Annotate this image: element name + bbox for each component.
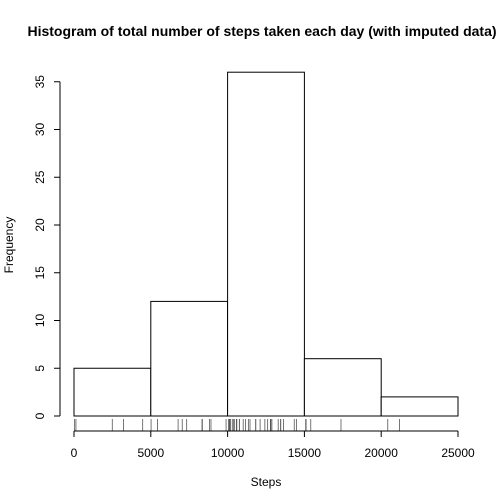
histogram-bar-1 bbox=[73, 367, 152, 417]
y-tick-label: 25 bbox=[33, 170, 47, 184]
y-tick-label: 0 bbox=[33, 412, 47, 419]
x-tick-label: 20000 bbox=[365, 446, 399, 460]
y-tick-label: 30 bbox=[33, 123, 47, 137]
rug-group bbox=[74, 419, 400, 431]
histogram-bar-5 bbox=[380, 396, 459, 417]
x-tick-label: 15000 bbox=[288, 446, 322, 460]
y-tick-label: 35 bbox=[33, 75, 47, 89]
y-tick-label: 20 bbox=[33, 218, 47, 232]
x-axis: 0 5000 10000 15000 20000 25000 bbox=[71, 430, 475, 460]
bars-group bbox=[73, 71, 459, 417]
histogram-bar-2 bbox=[150, 300, 229, 417]
x-tick-label: 5000 bbox=[137, 446, 164, 460]
histogram-bar-4 bbox=[303, 358, 382, 417]
y-tick-label: 15 bbox=[33, 266, 47, 280]
y-tick-label: 10 bbox=[33, 314, 47, 328]
chart-title: Histogram of total number of steps taken… bbox=[27, 23, 496, 39]
y-tick-label: 5 bbox=[33, 365, 47, 372]
y-axis-label: Frequency bbox=[2, 217, 16, 274]
x-axis-label: Steps bbox=[251, 475, 282, 489]
x-tick-label: 0 bbox=[71, 446, 78, 460]
histogram-bar-3 bbox=[227, 71, 305, 417]
x-tick-label: 10000 bbox=[211, 446, 245, 460]
x-tick-label: 25000 bbox=[441, 446, 475, 460]
y-axis: 0 5 10 15 20 25 30 35 bbox=[33, 75, 61, 419]
